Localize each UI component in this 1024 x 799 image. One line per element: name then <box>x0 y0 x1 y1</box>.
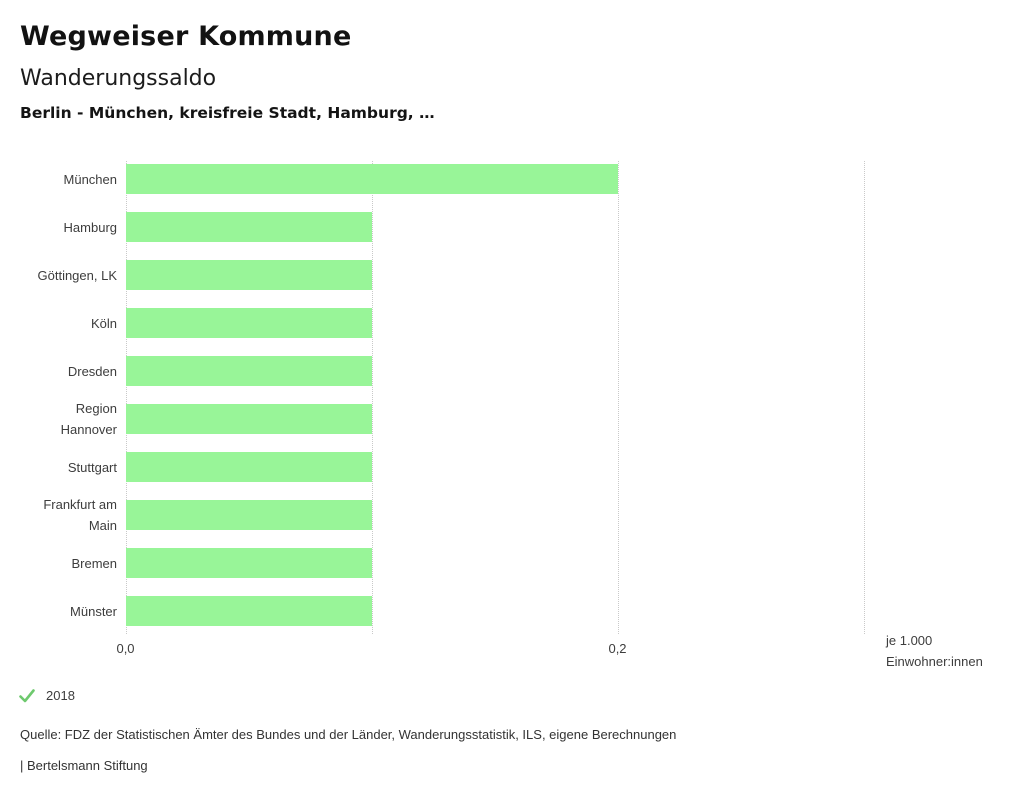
category-label: Köln <box>90 315 117 331</box>
legend-year-toggle[interactable]: 2018 <box>19 688 75 703</box>
axis-unit-line2: Einwohner:innen <box>886 654 983 669</box>
gridline <box>617 161 619 634</box>
category-label: München <box>63 171 117 187</box>
bar[interactable] <box>126 212 372 242</box>
bar[interactable] <box>126 500 372 530</box>
category-label: Hamburg <box>63 219 117 235</box>
bar[interactable] <box>126 452 372 482</box>
x-tick-label: 0,2 <box>608 641 627 656</box>
bar[interactable] <box>126 356 372 386</box>
x-tick-label: 0,0 <box>116 641 135 656</box>
category-label: Frankfurt am Main <box>43 497 117 533</box>
chart-title: Wanderungssaldo <box>20 66 217 91</box>
bar[interactable] <box>126 548 372 578</box>
bar[interactable] <box>126 596 372 626</box>
axis-unit-label: je 1.000 Einwohner:innen <box>886 630 983 672</box>
bar[interactable] <box>126 308 372 338</box>
category-label: Göttingen, LK <box>37 267 118 283</box>
legend-year-label: 2018 <box>46 688 75 703</box>
category-label: Münster <box>70 603 117 619</box>
category-label: Dresden <box>67 363 117 379</box>
page-title: Wegweiser Kommune <box>20 21 352 52</box>
category-label: Bremen <box>71 555 117 571</box>
gridline <box>863 161 865 634</box>
bar[interactable] <box>126 260 372 290</box>
gridline <box>371 161 373 634</box>
bar[interactable] <box>126 404 372 434</box>
axis-unit-line1: je 1.000 <box>886 633 933 648</box>
attribution-text: | Bertelsmann Stiftung <box>20 758 148 773</box>
category-label: Region Hannover <box>60 401 117 437</box>
gridline <box>125 161 127 634</box>
chart-filter-subtitle: Berlin - München, kreisfreie Stadt, Hamb… <box>20 104 435 122</box>
category-label: Stuttgart <box>67 459 117 475</box>
bar[interactable] <box>126 164 618 194</box>
source-text: Quelle: FDZ der Statistischen Ämter des … <box>20 727 677 742</box>
check-icon <box>19 688 35 702</box>
